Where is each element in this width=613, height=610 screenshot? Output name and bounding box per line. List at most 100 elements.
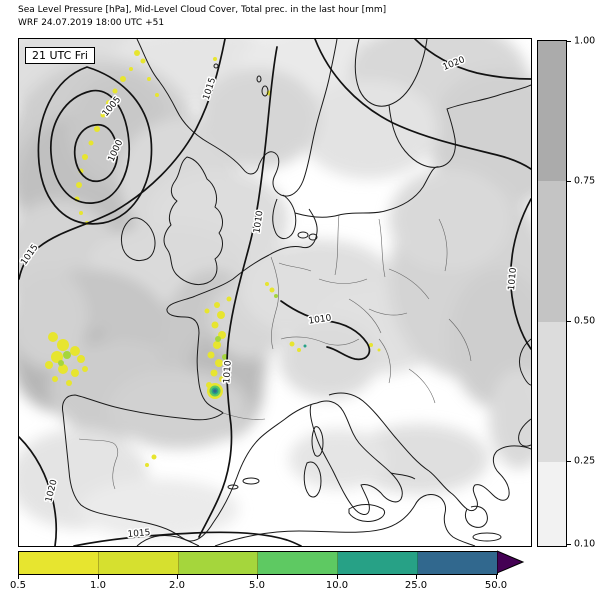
precip-cell bbox=[120, 76, 126, 82]
model-run-subtitle: WRF 24.07.2019 18:00 UTC +51 bbox=[18, 18, 165, 28]
isobar-1020-southwest bbox=[18, 436, 58, 547]
island bbox=[303, 461, 322, 498]
precip-cell bbox=[112, 88, 118, 94]
coastline-path bbox=[518, 338, 532, 386]
coastline-path bbox=[120, 217, 156, 262]
precip-cell bbox=[70, 346, 80, 356]
precip-cell bbox=[369, 343, 373, 347]
isobar-1000 bbox=[73, 123, 119, 183]
isobar-1010-east bbox=[509, 198, 532, 350]
island bbox=[261, 85, 269, 97]
isobar-label: 1010 bbox=[222, 360, 234, 384]
border-path bbox=[388, 268, 430, 300]
precip-cell bbox=[297, 348, 301, 352]
precip-cell bbox=[100, 112, 106, 118]
precip-cell bbox=[58, 360, 64, 366]
precip-cell bbox=[214, 302, 220, 308]
island bbox=[213, 63, 219, 69]
precip-cell bbox=[57, 339, 69, 351]
border-path bbox=[378, 338, 391, 384]
island bbox=[227, 484, 239, 490]
precip-cell bbox=[211, 321, 219, 329]
border-path bbox=[448, 318, 472, 362]
precip-cell bbox=[79, 211, 83, 215]
precip-cell bbox=[48, 332, 58, 342]
precip-colorbar-tick bbox=[98, 575, 99, 579]
isobar-1010-trough bbox=[198, 46, 278, 538]
island bbox=[308, 233, 318, 241]
border-path bbox=[368, 308, 408, 316]
border-path bbox=[278, 262, 312, 272]
precip-colorbar bbox=[18, 551, 498, 575]
precip-cell bbox=[94, 126, 100, 132]
coastline-path bbox=[388, 84, 532, 168]
precip-cell bbox=[377, 348, 381, 352]
precip-colorbar-tick-label: 2.0 bbox=[169, 580, 185, 591]
precip-cell bbox=[82, 366, 88, 372]
precip-colorbar-tick bbox=[496, 575, 497, 579]
precip-cell bbox=[155, 93, 159, 97]
isobar-1005 bbox=[50, 89, 130, 204]
border-path bbox=[280, 336, 360, 346]
precip-cell bbox=[147, 77, 151, 81]
coastline-path bbox=[428, 445, 532, 512]
precip-colorbar-tick-label: 50.0 bbox=[484, 580, 508, 591]
precip-cell bbox=[82, 154, 88, 160]
precip-cell bbox=[213, 341, 221, 349]
precip-cell bbox=[274, 294, 278, 298]
cloud-colorbar-tick-label: 0.25 bbox=[574, 455, 596, 467]
precip-cell bbox=[210, 369, 218, 377]
precip-colorbar-tick-label: 1.0 bbox=[90, 580, 106, 591]
isobar-1010-central bbox=[280, 300, 371, 361]
cloud-blob bbox=[79, 479, 239, 539]
precip-cell bbox=[71, 369, 79, 377]
precip-cell bbox=[204, 308, 210, 314]
border-path bbox=[270, 256, 279, 350]
precip-colorbar-tick-label: 5.0 bbox=[249, 580, 265, 591]
coastline-path bbox=[268, 208, 318, 256]
cloud-colorbar-tick bbox=[567, 41, 571, 42]
cloud-blob bbox=[199, 69, 319, 169]
border-path bbox=[318, 278, 368, 284]
precip-cell bbox=[289, 341, 295, 347]
coastline-path bbox=[328, 392, 430, 472]
precip-cell bbox=[63, 351, 71, 359]
isobar-label: 1015 bbox=[127, 528, 151, 540]
coastline-path bbox=[272, 194, 297, 240]
precip-colorbar-tick-label: 0.5 bbox=[10, 580, 26, 591]
cloud-colorbar-segment bbox=[538, 181, 566, 322]
border-path bbox=[78, 438, 119, 490]
precip-cell bbox=[52, 376, 58, 382]
isobar-label: 1010 bbox=[252, 210, 265, 234]
isobar-1010-ring bbox=[37, 66, 153, 225]
precip-cell bbox=[265, 282, 269, 286]
cloud-colorbar-tick bbox=[567, 321, 571, 322]
isobar-1015-west bbox=[18, 38, 226, 280]
cloud-colorbar-tick bbox=[567, 544, 571, 545]
coastline-path bbox=[136, 534, 200, 547]
precip-heavy-core bbox=[213, 389, 217, 393]
cloud-colorbar-tick-label: 1.00 bbox=[574, 35, 596, 47]
precip-cell bbox=[58, 364, 68, 374]
precip-cell bbox=[51, 351, 63, 363]
island bbox=[472, 532, 502, 542]
precip-cell bbox=[76, 182, 82, 188]
cloud-colorbar-tick bbox=[567, 461, 571, 462]
precip-cell bbox=[151, 454, 157, 460]
coastline-layer bbox=[62, 38, 532, 547]
precip-colorbar-tick bbox=[416, 575, 417, 579]
cloud-colorbar bbox=[537, 40, 567, 547]
precip-cell bbox=[213, 57, 217, 61]
coastline-path bbox=[136, 38, 338, 197]
border-path bbox=[348, 298, 382, 334]
precip-cell bbox=[207, 351, 215, 359]
precip-colorbar-tick bbox=[177, 575, 178, 579]
coastline-path bbox=[62, 254, 318, 542]
precip-cell bbox=[77, 355, 85, 363]
precip-overflow-arrow-shape bbox=[497, 550, 525, 574]
island bbox=[256, 75, 262, 83]
cloud-colorbar-segment bbox=[538, 321, 566, 462]
isobar-layer: 1005 1000 1015 1015 1010 1010 1010 1010 … bbox=[18, 38, 532, 547]
precip-cell bbox=[145, 463, 149, 467]
